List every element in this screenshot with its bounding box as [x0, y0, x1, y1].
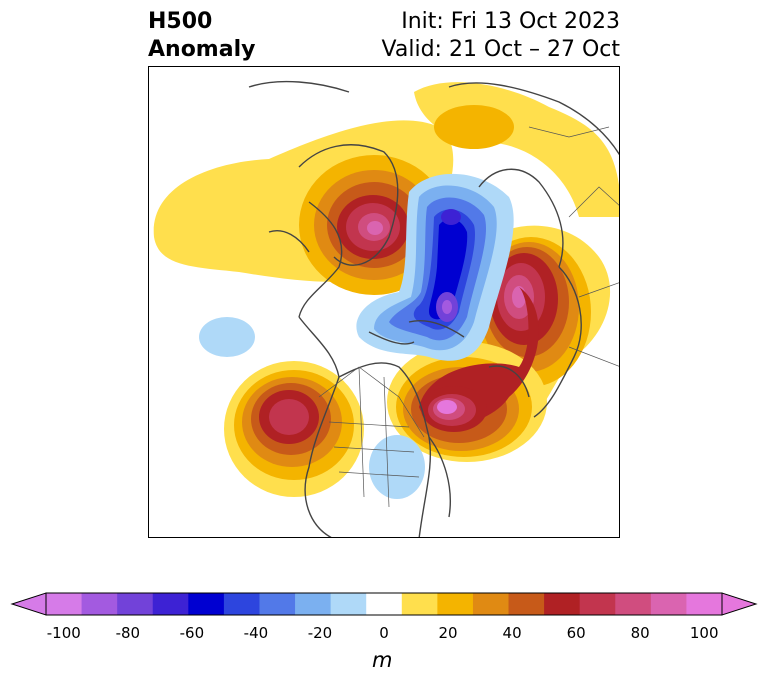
colorbar-tick-label: 20 — [438, 624, 458, 642]
colorbar-frame — [45, 592, 723, 616]
colorbar-segment — [46, 593, 83, 615]
colorbar-tick-label: -40 — [243, 624, 269, 642]
colorbar-segment — [330, 593, 367, 615]
colorbar-tick-label: -100 — [46, 624, 81, 642]
run-info: Init: Fri 13 Oct 2023 Valid: 21 Oct – 27… — [382, 8, 620, 64]
title-line-2: Anomaly — [148, 37, 256, 62]
colorbar-segment — [223, 593, 260, 615]
colorbar-extend-min — [10, 592, 47, 616]
colorbar-tick-label: -60 — [179, 624, 205, 642]
colorbar-tick-label: -20 — [307, 624, 333, 642]
colorbar-segment — [188, 593, 225, 615]
colorbar-segment — [259, 593, 296, 615]
colorbar-tick-label: 80 — [630, 624, 650, 642]
colorbar-segment — [81, 593, 118, 615]
colorbar-segment — [650, 593, 687, 615]
anomaly-pacific-low — [199, 317, 255, 357]
colorbar-segment — [401, 593, 438, 615]
colorbar-unit: m — [372, 648, 393, 672]
anomaly-map — [148, 66, 620, 538]
coastlines — [248, 80, 619, 537]
country-borders — [318, 126, 619, 508]
colorbar-tick-label: -80 — [115, 624, 141, 642]
colorbar-segment — [544, 593, 581, 615]
colorbar-tick-label: 0 — [379, 624, 389, 642]
colorbar-segment — [472, 593, 510, 615]
anomaly-field — [153, 80, 619, 537]
init-date: Init: Fri 13 Oct 2023 — [401, 9, 620, 34]
colorbar-extend-max — [721, 592, 758, 616]
colorbar-segment — [295, 593, 332, 615]
colorbar — [10, 592, 758, 616]
anomaly-west-na-high — [224, 361, 364, 497]
colorbar-segment — [117, 593, 154, 615]
map-title: H500 Anomaly — [148, 8, 255, 64]
colorbar-segment — [615, 593, 652, 615]
colorbar-segment — [152, 593, 189, 615]
anomaly-siberia-core — [434, 105, 514, 149]
anomaly-central-us-low — [369, 435, 425, 499]
colorbar-tick-label: 60 — [566, 624, 586, 642]
valid-range: Valid: 21 Oct – 27 Oct — [381, 37, 620, 62]
anomaly-russia-high — [387, 287, 547, 462]
colorbar-segment — [437, 593, 474, 615]
colorbar-segment — [579, 593, 616, 615]
colorbar-segment — [366, 593, 403, 615]
anomaly-arctic-low — [356, 173, 514, 361]
colorbar-segment — [508, 593, 545, 615]
title-line-1: H500 — [148, 9, 213, 34]
colorbar-tick-label: 40 — [502, 624, 522, 642]
colorbar-tick-label: 100 — [689, 624, 719, 642]
colorbar-segment — [686, 593, 723, 615]
